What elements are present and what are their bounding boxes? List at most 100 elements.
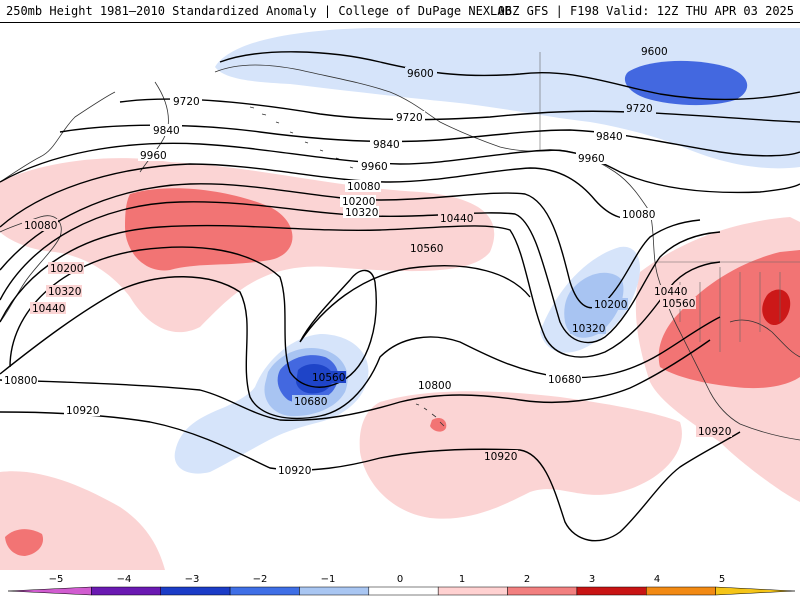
label-background bbox=[546, 373, 582, 385]
height-contours bbox=[0, 51, 800, 542]
coastlines bbox=[0, 52, 800, 441]
contour-9840 bbox=[59, 124, 800, 157]
label-background bbox=[570, 322, 606, 334]
contour-label-10560: 10560 bbox=[312, 372, 345, 384]
label-background bbox=[594, 130, 626, 142]
label-background bbox=[46, 285, 82, 297]
header-bar: 250mb Height 1981–2010 Standardized Anom… bbox=[0, 0, 800, 23]
contour-label-10440: 10440 bbox=[440, 213, 473, 225]
label-background bbox=[150, 124, 182, 136]
contour-label-9720: 9720 bbox=[626, 103, 653, 115]
label-background bbox=[340, 195, 376, 207]
colorbar-tick: 1 bbox=[459, 574, 465, 585]
colorbar-tick: −4 bbox=[117, 574, 132, 585]
colorbar-tick: −2 bbox=[253, 574, 268, 585]
contour-label-10680: 10680 bbox=[294, 396, 327, 408]
contour-label-10920: 10920 bbox=[698, 426, 731, 438]
colorbar-segment bbox=[646, 586, 716, 596]
contour-label-10560: 10560 bbox=[662, 298, 695, 310]
contour-label-10080: 10080 bbox=[622, 209, 655, 221]
contour-10920 bbox=[0, 411, 741, 542]
colorbar-segment bbox=[715, 586, 796, 596]
label-background bbox=[393, 111, 425, 123]
label-background bbox=[576, 152, 608, 164]
label-background bbox=[22, 219, 58, 231]
contour-label-10800: 10800 bbox=[418, 380, 451, 392]
colorbar-tick: −1 bbox=[321, 574, 336, 585]
contour-10680 bbox=[0, 276, 721, 420]
contour-10080 bbox=[0, 163, 646, 228]
label-background bbox=[138, 149, 170, 161]
colorbar-tick: −5 bbox=[49, 574, 64, 585]
colorbar-legend: −5 −4 −3 −2 −1 0 1 2 3 4 5 bbox=[0, 570, 800, 600]
contour-label-10200: 10200 bbox=[594, 299, 627, 311]
contour-label-9960: 9960 bbox=[140, 150, 167, 162]
alaska-coastline bbox=[214, 64, 651, 213]
colorbar-segment bbox=[91, 586, 161, 596]
label-background bbox=[482, 450, 518, 462]
gulf-coastline bbox=[729, 319, 800, 358]
negative-anomaly-region bbox=[624, 60, 748, 106]
map-title: 250mb Height 1981–2010 Standardized Anom… bbox=[6, 4, 512, 18]
positive-anomaly-region bbox=[125, 188, 293, 271]
hawaii-islands bbox=[415, 403, 445, 427]
label-background bbox=[696, 425, 732, 437]
contour-label-9600: 9600 bbox=[407, 68, 434, 80]
label-background bbox=[345, 180, 381, 192]
contour-10800 bbox=[0, 339, 711, 421]
label-background bbox=[405, 67, 437, 79]
positive-anomaly-region bbox=[5, 529, 44, 556]
label-background bbox=[438, 212, 474, 224]
colorbar-segment bbox=[576, 586, 647, 596]
label-background bbox=[30, 302, 66, 314]
contour-label-10200: 10200 bbox=[342, 196, 375, 208]
label-background bbox=[48, 262, 84, 274]
contour-10320 bbox=[0, 201, 721, 344]
contour-label-9960: 9960 bbox=[361, 161, 388, 173]
label-background bbox=[310, 371, 346, 383]
label-background bbox=[370, 138, 402, 150]
model-run-info: 06Z GFS | F198 Valid: 12Z THU APR 03 202… bbox=[497, 4, 794, 18]
contour-label-10200: 10200 bbox=[50, 263, 83, 275]
contour-label-10320: 10320 bbox=[345, 207, 378, 219]
colorbar-tick-labels: −5 −4 −3 −2 −1 0 1 2 3 4 5 bbox=[49, 574, 726, 585]
label-background bbox=[624, 102, 656, 114]
contour-label-10440: 10440 bbox=[654, 286, 687, 298]
contour-9600 bbox=[219, 51, 800, 101]
contour-label-9840: 9840 bbox=[153, 125, 180, 137]
anomaly-map: 9600 9600 9720 9720 9720 9840 9840 9840 … bbox=[0, 28, 800, 570]
contour-10560 bbox=[9, 246, 531, 388]
colorbar-segments bbox=[7, 586, 796, 596]
label-background bbox=[292, 395, 328, 407]
label-background bbox=[276, 464, 312, 476]
label-background bbox=[2, 374, 38, 386]
contour-label-9720: 9720 bbox=[396, 112, 423, 124]
contour-label-10560: 10560 bbox=[410, 243, 443, 255]
colorbar-tick: −3 bbox=[185, 574, 200, 585]
contour-label-10800: 10800 bbox=[4, 375, 37, 387]
contour-label-10320: 10320 bbox=[48, 286, 81, 298]
negative-anomaly-region bbox=[215, 28, 800, 169]
label-background bbox=[660, 297, 696, 309]
colorbar-segment bbox=[507, 586, 578, 596]
positive-anomaly-region bbox=[762, 289, 791, 326]
positive-anomaly-region bbox=[658, 250, 800, 389]
colorbar-segment bbox=[229, 586, 300, 596]
colorbar-tick: 3 bbox=[589, 574, 595, 585]
colorbar-tick: 4 bbox=[654, 574, 660, 585]
contour-label-10920: 10920 bbox=[66, 405, 99, 417]
contour-label-9840: 9840 bbox=[373, 139, 400, 151]
label-background bbox=[64, 404, 100, 416]
colorbar-segment bbox=[437, 586, 508, 596]
contour-label-9960: 9960 bbox=[578, 153, 605, 165]
contour-10440 bbox=[0, 224, 721, 358]
north-america-coastline bbox=[649, 211, 800, 441]
label-background bbox=[592, 298, 628, 310]
colorbar-segment bbox=[7, 586, 92, 596]
colorbar-tick: 0 bbox=[397, 574, 403, 585]
label-background bbox=[620, 208, 656, 220]
colorbar-tick: 2 bbox=[524, 574, 530, 585]
label-background bbox=[416, 379, 452, 391]
contour-label-10440: 10440 bbox=[32, 303, 65, 315]
contour-label-10320: 10320 bbox=[572, 323, 605, 335]
